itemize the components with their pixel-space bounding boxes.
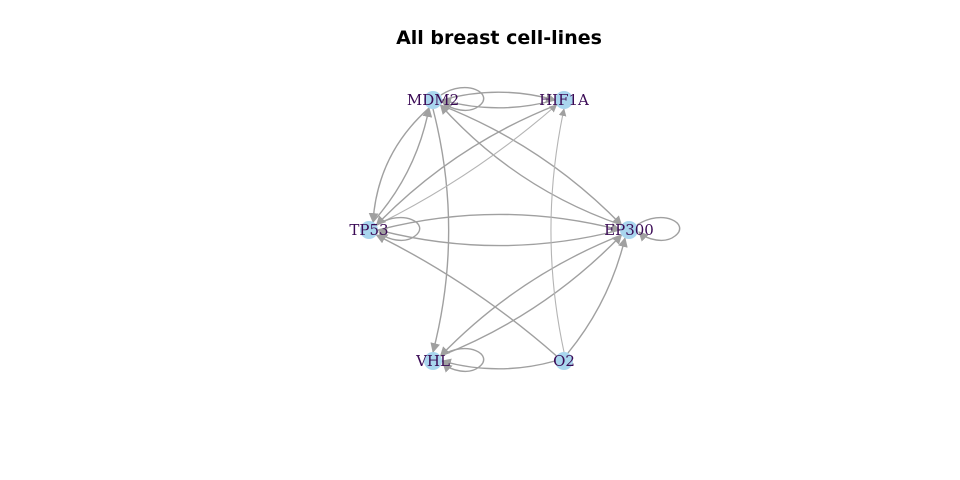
edge-ep300-to-ep300 <box>636 216 681 242</box>
edge-tp53-to-mdm2 <box>372 107 433 223</box>
edge-vhl-to-ep300 <box>440 234 623 357</box>
edge-mdm2-to-tp53 <box>368 107 430 223</box>
edge-mdm2-to-mdm2 <box>440 86 485 112</box>
edge-ep300-to-tp53 <box>377 227 621 247</box>
node-label-tp53: TP53 <box>349 221 388 239</box>
node-hif1a <box>555 91 573 109</box>
edge-o2-to-hif1a <box>550 108 567 353</box>
edge-o2-to-ep300 <box>567 237 628 354</box>
node-label-o2: O2 <box>553 352 575 370</box>
node-vhl <box>424 352 442 370</box>
node-label-hif1a: HIF1A <box>539 91 589 109</box>
edge-o2-to-vhl <box>441 358 556 370</box>
edge-tp53-to-tp53 <box>376 216 421 242</box>
node-label-vhl: VHL <box>415 352 450 370</box>
edge-mdm2-to-vhl <box>430 108 450 353</box>
edge-hif1a-to-mdm2 <box>441 97 556 109</box>
edge-tp53-to-hif1a <box>376 104 558 226</box>
edge-vhl-to-vhl <box>440 347 485 373</box>
node-tp53 <box>360 221 378 239</box>
edge-mdm2-to-hif1a <box>441 91 556 103</box>
node-mdm2 <box>424 91 442 109</box>
nodes-layer: MDM2 HIF1A TP53 EP300 VHL O2 <box>349 91 654 370</box>
chart-title: All breast cell-lines <box>396 27 602 49</box>
node-label-ep300: EP300 <box>604 221 654 239</box>
edge-mdm2-to-ep300 <box>440 104 623 226</box>
node-label-mdm2: MDM2 <box>407 91 459 109</box>
edge-ep300-to-mdm2 <box>439 104 622 226</box>
node-o2 <box>555 352 573 370</box>
edges-layer <box>368 86 681 373</box>
edge-tp53-to-ep300 <box>377 213 621 233</box>
edge-ep300-to-vhl <box>439 234 622 357</box>
edge-o2-to-tp53 <box>375 234 557 357</box>
node-ep300 <box>620 221 638 239</box>
edge-hif1a-to-tp53 <box>375 104 557 226</box>
